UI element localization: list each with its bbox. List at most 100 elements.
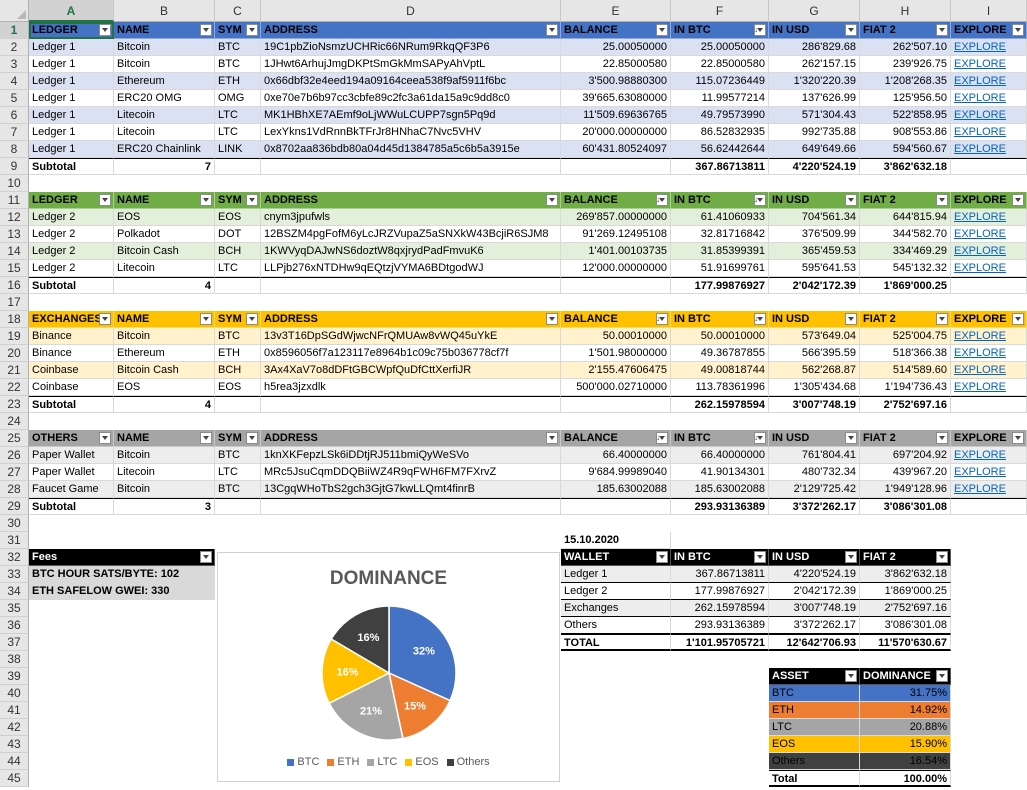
filter-dropdown-icon[interactable] [936,313,948,325]
header-cell-ledger2-2[interactable]: SYM [215,192,261,209]
row-header-28[interactable]: 28 [0,481,29,498]
row-header-30[interactable]: 30 [0,515,29,532]
filter-dropdown-icon[interactable] [1012,194,1024,206]
header-cell-others-2[interactable]: SYM [215,430,261,447]
header-cell-ledger1-5[interactable]: IN BTC [671,22,769,39]
summary-header-cell[interactable]: WALLET [561,549,671,566]
filter-dropdown-icon[interactable] [845,313,857,325]
dominance-chart[interactable]: DOMINANCE 32% 15% 21% 16% 16% BTC ETH LTC EOS Ot… [217,552,560,782]
filter-dropdown-icon[interactable] [936,194,948,206]
explore-link[interactable]: EXPLORE [951,226,1027,243]
summary-header-cell[interactable]: IN USD [769,549,860,566]
explore-link[interactable]: EXPLORE [951,464,1027,481]
row-header-3[interactable]: 3 [0,56,29,73]
header-cell-exchanges-1[interactable]: NAME [114,311,215,328]
header-cell-exchanges-4[interactable]: BALANCE [561,311,671,328]
filter-dropdown-icon[interactable] [200,551,212,563]
filter-dropdown-icon[interactable] [200,432,212,444]
filter-dropdown-icon[interactable] [936,432,948,444]
header-cell-exchanges-5[interactable]: IN BTC [671,311,769,328]
row-header-29[interactable]: 29 [0,498,29,515]
explore-link[interactable]: EXPLORE [951,243,1027,260]
row-header-25[interactable]: 25 [0,430,29,447]
row-header-12[interactable]: 12 [0,209,29,226]
row-header-4[interactable]: 4 [0,73,29,90]
row-header-37[interactable]: 37 [0,634,29,651]
filter-dropdown-icon[interactable] [754,22,766,38]
header-cell-others-0[interactable]: OTHERS [29,430,114,447]
filter-dropdown-icon[interactable] [200,194,212,206]
explore-link[interactable]: EXPLORE [951,141,1027,158]
explore-link[interactable]: EXPLORE [951,56,1027,73]
header-cell-ledger1-4[interactable]: BALANCE [561,22,671,39]
row-header-16[interactable]: 16 [0,277,29,294]
column-header-i[interactable]: I [951,0,1027,22]
header-cell-ledger2-0[interactable]: LEDGER [29,192,114,209]
row-header-38[interactable]: 38 [0,651,29,668]
explore-link[interactable]: EXPLORE [951,481,1027,498]
column-header-e[interactable]: E [561,0,671,22]
row-header-13[interactable]: 13 [0,226,29,243]
header-cell-ledger1-7[interactable]: FIAT 2 [860,22,951,39]
filter-dropdown-icon[interactable] [936,670,948,682]
filter-dropdown-icon[interactable] [656,430,668,446]
header-cell-exchanges-8[interactable]: EXPLORE [951,311,1027,328]
filter-dropdown-icon[interactable] [246,313,258,325]
row-header-41[interactable]: 41 [0,702,29,719]
row-header-43[interactable]: 43 [0,736,29,753]
filter-dropdown-icon[interactable] [200,24,212,36]
filter-dropdown-icon[interactable] [936,551,948,563]
row-header-10[interactable]: 10 [0,175,29,192]
filter-dropdown-icon[interactable] [656,24,668,36]
explore-link[interactable]: EXPLORE [951,107,1027,124]
filter-dropdown-icon[interactable] [845,551,857,563]
header-cell-ledger2-1[interactable]: NAME [114,192,215,209]
row-header-40[interactable]: 40 [0,685,29,702]
row-header-14[interactable]: 14 [0,243,29,260]
row-header-1[interactable]: 1 [0,22,29,39]
filter-dropdown-icon[interactable] [546,313,558,325]
summary-header-cell[interactable]: IN BTC [671,549,769,566]
row-header-31[interactable]: 31 [0,532,29,549]
filter-dropdown-icon[interactable] [246,432,258,444]
row-header-42[interactable]: 42 [0,719,29,736]
filter-dropdown-icon[interactable] [845,194,857,206]
row-header-21[interactable]: 21 [0,362,29,379]
header-cell-others-6[interactable]: IN USD [769,430,860,447]
row-header-6[interactable]: 6 [0,107,29,124]
header-cell-others-5[interactable]: IN BTC [671,430,769,447]
header-cell-ledger2-4[interactable]: BALANCE [561,192,671,209]
row-header-20[interactable]: 20 [0,345,29,362]
explore-link[interactable]: EXPLORE [951,447,1027,464]
filter-dropdown-icon[interactable] [845,670,857,682]
filter-dropdown-icon[interactable] [656,192,668,208]
column-header-c[interactable]: C [215,0,261,22]
filter-dropdown-icon[interactable] [1012,313,1024,325]
row-header-2[interactable]: 2 [0,39,29,56]
column-header-a[interactable]: A [29,0,114,22]
filter-dropdown-icon[interactable] [99,313,111,325]
column-header-d[interactable]: D [261,0,561,22]
column-header-b[interactable]: B [114,0,215,22]
explore-link[interactable]: EXPLORE [951,209,1027,226]
filter-dropdown-icon[interactable] [246,194,258,206]
filter-dropdown-icon[interactable] [936,24,948,36]
header-cell-others-3[interactable]: ADDRESS [261,430,561,447]
filter-dropdown-icon[interactable] [546,432,558,444]
row-header-9[interactable]: 9 [0,158,29,175]
row-header-34[interactable]: 34 [0,583,29,600]
row-header-33[interactable]: 33 [0,566,29,583]
header-cell-ledger2-8[interactable]: EXPLORE [951,192,1027,209]
header-cell-exchanges-0[interactable]: EXCHANGES [29,311,114,328]
row-header-44[interactable]: 44 [0,753,29,770]
header-cell-others-4[interactable]: BALANCE [561,430,671,447]
filter-dropdown-icon[interactable] [656,551,668,563]
pie-slice-eth[interactable] [387,671,452,740]
header-cell-ledger1-2[interactable]: SYM [215,22,261,39]
row-header-15[interactable]: 15 [0,260,29,277]
row-header-8[interactable]: 8 [0,141,29,158]
explore-link[interactable]: EXPLORE [951,124,1027,141]
explore-link[interactable]: EXPLORE [951,73,1027,90]
header-cell-ledger2-3[interactable]: ADDRESS [261,192,561,209]
